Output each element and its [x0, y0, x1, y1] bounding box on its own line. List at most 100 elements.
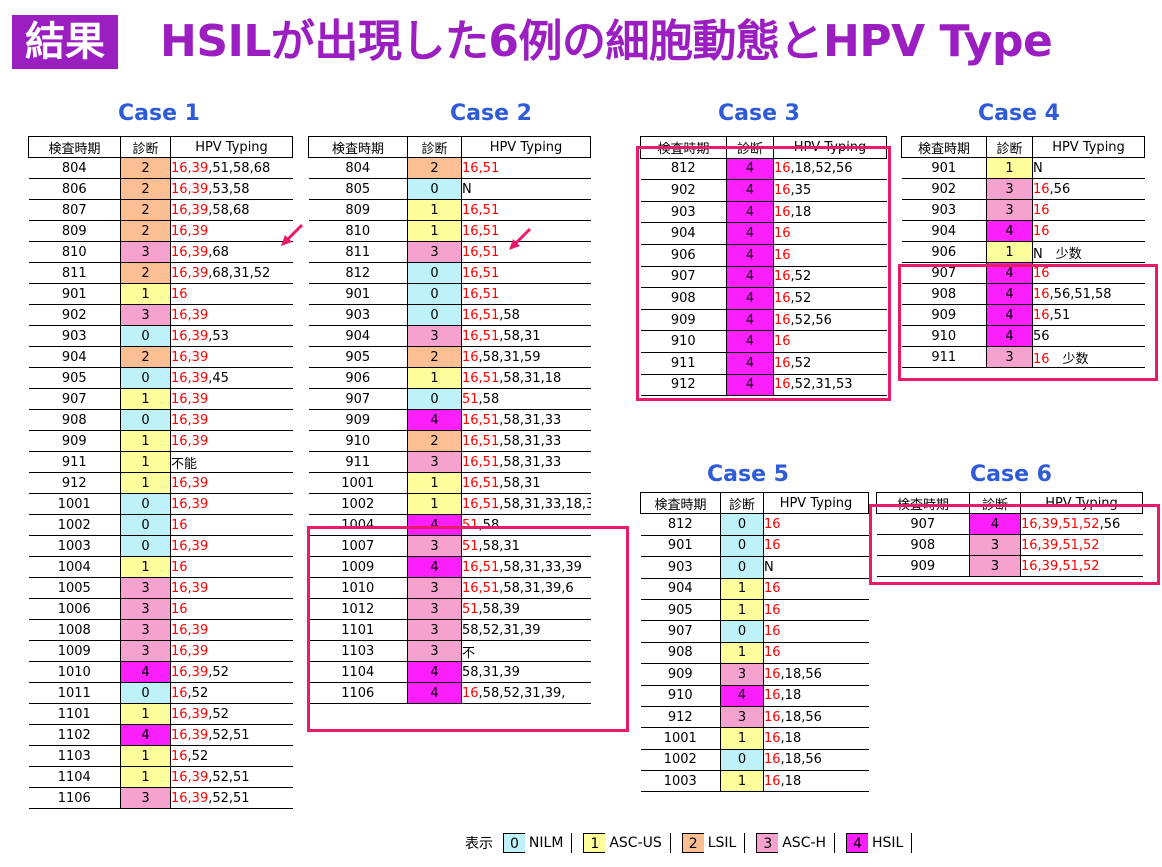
diagnosis-code: 4 [986, 283, 1033, 305]
hpv-primary-types: 51 [462, 538, 479, 554]
table-header-row: 検査時期 診断 HPV Typing [28, 136, 293, 158]
hpv-typing: 16 [763, 535, 869, 558]
hpv-typing: 16,52 [773, 287, 887, 310]
table-row: 907 4 16,39,51,52,56 [876, 513, 1143, 535]
exam-period: 1106 [308, 682, 408, 704]
hpv-primary-types: 16,51 [462, 580, 500, 596]
diagnosis-code: 1 [120, 283, 171, 305]
diagnosis-code: 3 [407, 451, 462, 473]
hpv-primary-types: 16 [462, 685, 479, 701]
case-3-title: Case 3 [718, 101, 800, 126]
exam-period: 1004 [308, 514, 408, 536]
hpv-other-types: ,58,52,31,39, [478, 685, 566, 701]
hpv-primary-types: 16 [774, 377, 791, 393]
hpv-other-types: ,68,31,52 [208, 265, 271, 281]
hpv-primary-types: 16 [1033, 181, 1050, 197]
diagnosis-code: 0 [120, 493, 171, 515]
hpv-typing: 16,39 [170, 409, 293, 431]
table-row: 1103 3 不 [308, 640, 591, 662]
hpv-typing: 16,39,45 [170, 367, 293, 389]
exam-period: 902 [901, 178, 987, 200]
diagnosis-code: 1 [720, 727, 764, 750]
hpv-primary-types: 16,51 [462, 475, 500, 491]
hpv-other-types: 58,31,39 [462, 664, 520, 680]
table-row: 901 1 N [901, 157, 1145, 179]
hpv-typing: 16,52 [170, 682, 293, 704]
diagnosis-code: 4 [407, 682, 462, 704]
hpv-other-types: ,52 [208, 706, 229, 722]
legend-item-asc-us: 1 ASC-US [583, 833, 671, 853]
hpv-typing: 16 [1032, 262, 1145, 284]
hpv-primary-types: 16,51 [462, 202, 500, 218]
exam-period: 1005 [28, 577, 121, 599]
table-row: 908 4 16,56,51,58 [901, 283, 1145, 305]
hpv-primary-types: 16,39 [171, 622, 209, 638]
exam-period: 910 [640, 685, 721, 707]
table-row: 911 4 16,52 [640, 352, 887, 375]
hpv-primary-types: 16,39 [171, 202, 209, 218]
hpv-other-types: ,52 [187, 748, 209, 764]
hpv-typing: 16 [1032, 220, 1145, 242]
table-row: 1102 4 16,39,52,51 [28, 724, 293, 746]
table-row: 1106 3 16,39,52,51 [28, 787, 293, 809]
table-row: 908 4 16,52 [640, 287, 887, 310]
diagnosis-code: 3 [120, 640, 171, 662]
diagnosis-code: 1 [407, 199, 462, 221]
hpv-header: HPV Typing [461, 136, 591, 158]
hpv-other-types: ,52,31,53 [790, 377, 853, 393]
table-row: 1104 1 16,39,52,51 [28, 766, 293, 788]
legend-item-asc-h: 3 ASC-H [756, 833, 836, 853]
hpv-primary-types: 16 [774, 226, 791, 242]
hpv-other-types: ,18 [780, 730, 802, 746]
diagnosis-code: 0 [407, 283, 462, 305]
hpv-typing: 16 少数 [1032, 346, 1145, 368]
hpv-primary-types: 16,39 [171, 244, 209, 260]
hpv-primary-types: 16,39 [171, 538, 209, 554]
exam-period: 1012 [308, 598, 408, 620]
hpv-primary-types: 16 [1033, 351, 1050, 367]
case-3-table: 検査時期 診断 HPV Typing 812 4 16,18,52,56 902 4 16,35… [640, 136, 887, 397]
hpv-primary-types: 16 [1033, 286, 1050, 302]
table-row: 909 3 16,39,51,52 [876, 555, 1143, 577]
hpv-other-types: 58,52,31,39 [462, 622, 541, 638]
diagnosis-header: 診断 [986, 136, 1033, 158]
case-2-title: Case 2 [450, 101, 532, 126]
diagnosis-code: 3 [407, 598, 462, 620]
hpv-typing: 16 [763, 620, 869, 643]
case-2-arrow-icon [509, 227, 532, 250]
exam-period: 912 [640, 706, 721, 729]
hpv-typing: 16,18 [773, 201, 887, 224]
exam-period: 902 [28, 304, 121, 326]
hpv-typing: 16,58,52,31,39, [461, 682, 591, 704]
hpv-other-types: ,52,51 [208, 727, 250, 743]
diagnosis-code: 1 [120, 451, 171, 473]
table-row: 812 0 16,51 [308, 262, 591, 284]
hpv-other-types: 不 [462, 645, 476, 661]
table-row: 805 0 N [308, 178, 591, 200]
table-row: 904 3 16,51,58,31 [308, 325, 591, 347]
hpv-primary-types: 16 [764, 773, 781, 789]
hpv-typing: 16,51,58,31,33 [461, 430, 591, 452]
table-header-row: 検査時期 診断 HPV Typing [640, 491, 869, 515]
diagnosis-code: 0 [407, 304, 462, 326]
diagnosis-code: 3 [120, 241, 171, 263]
diagnosis-code: 4 [120, 661, 171, 683]
exam-period: 1106 [28, 787, 121, 809]
table-header-row: 検査時期 診断 HPV Typing [901, 136, 1145, 158]
hpv-primary-types: 16 [774, 290, 791, 306]
hpv-typing: 16,39,51,52 [1020, 555, 1143, 577]
table-row: 806 2 16,39,53,58 [28, 178, 293, 200]
hpv-typing: 16 [773, 244, 887, 267]
exam-period: 1003 [28, 535, 121, 557]
hpv-typing: 16,18 [763, 727, 869, 750]
legend-code: 3 [757, 834, 779, 852]
hpv-typing: 16,51,58,31 [461, 472, 591, 494]
table-row: 907 0 16 [640, 620, 869, 643]
table-row: 1002 0 16,18,56 [640, 749, 869, 772]
table-row: 904 4 16 [640, 222, 887, 245]
hpv-typing: 51,58 [461, 514, 591, 536]
hpv-typing: 16 [763, 578, 869, 600]
exam-period: 809 [28, 220, 121, 242]
exam-period: 904 [901, 220, 987, 242]
hpv-typing: 16,18,56 [763, 749, 869, 772]
